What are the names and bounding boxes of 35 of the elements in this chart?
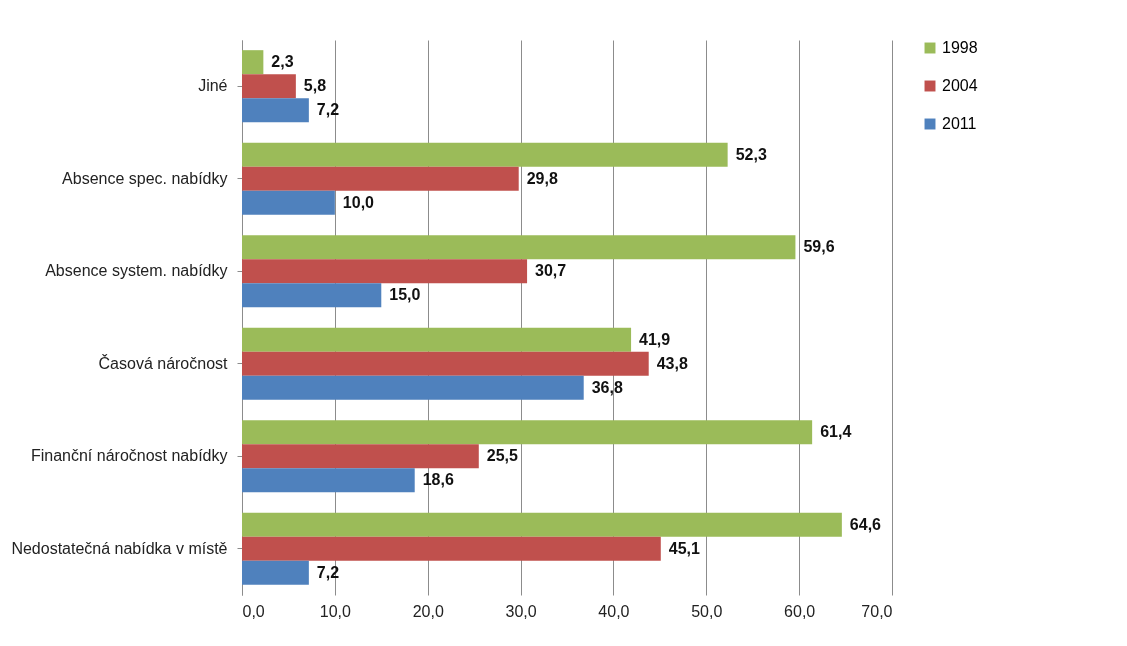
y-tick-label: Nedostatečná nabídka v místě — [11, 539, 228, 557]
x-tick-label: 0,0 — [242, 602, 265, 620]
data-label: 2,3 — [271, 53, 294, 71]
data-label: 41,9 — [639, 330, 671, 348]
data-label: 29,8 — [526, 169, 558, 187]
data-label: 61,4 — [820, 423, 852, 441]
y-tick-label: Absence system. nabídky — [45, 262, 228, 280]
data-label: 15,0 — [389, 286, 421, 304]
data-label: 10,0 — [342, 193, 375, 211]
x-tick-label: 40,0 — [598, 602, 630, 620]
data-label: 36,8 — [591, 378, 623, 396]
data-label: 5,8 — [303, 77, 327, 95]
data-label: 25,5 — [486, 447, 519, 465]
y-tick-label: Časová náročnost — [98, 353, 229, 372]
data-label: 45,1 — [668, 539, 701, 557]
x-tick-label: 50,0 — [691, 602, 723, 620]
data-label: 18,6 — [422, 471, 454, 489]
y-tick-label: Absence spec. nabídky — [62, 169, 228, 187]
y-tick-label: Finanční náročnost nabídky — [30, 447, 228, 465]
data-label: 7,2 — [316, 101, 340, 119]
data-label: 59,6 — [803, 238, 835, 256]
x-tick-label: 20,0 — [412, 602, 444, 620]
legend-label: 2011 — [942, 115, 977, 132]
data-label: 43,8 — [656, 354, 688, 372]
x-tick-label: 70,0 — [861, 602, 893, 620]
legend-label: 1998 — [942, 39, 978, 56]
data-label: 7,2 — [316, 563, 340, 581]
x-tick-label: 60,0 — [784, 602, 816, 620]
data-label: 52,3 — [735, 145, 767, 163]
data-label: 64,6 — [849, 515, 882, 533]
y-tick-label: Jiné — [198, 77, 228, 95]
legend-label: 2004 — [942, 77, 978, 94]
data-label: 30,7 — [535, 262, 567, 280]
x-tick-label: 30,0 — [505, 602, 537, 620]
x-tick-label: 10,0 — [319, 602, 352, 620]
